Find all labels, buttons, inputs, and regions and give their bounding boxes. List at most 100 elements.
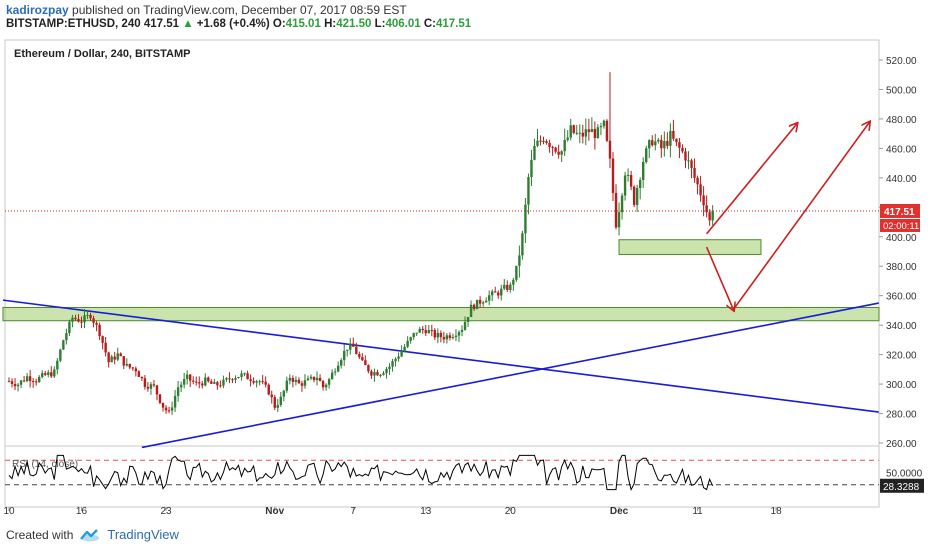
candle-body	[460, 330, 464, 332]
close-label: C:	[423, 18, 436, 30]
candle-body	[439, 332, 443, 338]
y-tick-label: 340.00	[886, 321, 917, 332]
candle-body	[95, 322, 98, 325]
candle-body	[98, 324, 101, 337]
candle-body	[327, 379, 331, 385]
y-tick-label: 360.00	[886, 292, 917, 303]
arrow-down	[705, 246, 734, 310]
candle-body	[672, 130, 675, 139]
candle-body	[433, 330, 437, 338]
candle-body	[279, 396, 282, 405]
candle-body	[494, 291, 497, 293]
candle-body	[113, 356, 116, 360]
candle-body	[297, 379, 301, 384]
candle-body	[472, 304, 476, 310]
candle-body	[195, 381, 198, 383]
candle-body	[539, 140, 542, 142]
high-label: H:	[324, 18, 337, 30]
candle-body	[569, 125, 572, 138]
candle-body	[500, 288, 503, 296]
candle-body	[234, 378, 237, 380]
candle-body	[210, 381, 213, 384]
tradingview-brand[interactable]: TradingView	[107, 527, 179, 542]
candle-body	[116, 353, 119, 360]
y-tick-label: 320.00	[886, 351, 917, 362]
candle-body	[16, 384, 20, 387]
y-tick-label: 480.00	[886, 115, 917, 126]
candle-body	[638, 180, 642, 189]
author-name[interactable]: kadirozpay	[6, 3, 69, 17]
candle-body	[146, 386, 150, 389]
candle-body	[324, 384, 328, 388]
x-tick-label: Nov	[265, 506, 284, 517]
candle-body	[457, 331, 461, 336]
change-up-icon: ▲	[182, 18, 194, 30]
publish-info: kadirozpay published on TradingView.com,…	[6, 3, 407, 17]
candle-body	[669, 130, 672, 146]
candle-body	[557, 151, 560, 155]
candle-body	[623, 175, 627, 196]
candle-body	[584, 129, 588, 137]
x-tick-label: 23	[160, 506, 172, 517]
candle-body	[560, 151, 563, 155]
candle-body	[463, 321, 467, 331]
x-tick-label: 16	[76, 506, 88, 517]
candle-body	[663, 140, 666, 149]
candle-body	[255, 381, 258, 383]
candle-body	[518, 255, 521, 266]
candle-body	[487, 295, 491, 301]
candle-body	[131, 367, 135, 369]
x-tick-label: 10	[3, 506, 15, 517]
candle-body	[240, 373, 243, 377]
candle-body	[379, 374, 382, 376]
candle-body	[566, 137, 569, 140]
candle-body	[110, 356, 113, 363]
candle-body	[536, 140, 539, 146]
candle-body	[62, 340, 65, 350]
candle-body	[608, 140, 612, 159]
last-price-box	[880, 203, 920, 218]
candle-body	[530, 159, 533, 178]
candle-body	[355, 346, 358, 355]
countdown-label: 02:00:11	[883, 221, 919, 232]
candle-body	[611, 158, 615, 193]
rsi-tick-label: 50.0000	[886, 469, 923, 480]
candle-body	[484, 300, 488, 303]
candle-body	[122, 356, 125, 366]
x-tick-label: 13	[420, 506, 432, 517]
candle-body	[22, 380, 26, 382]
candle-body	[249, 379, 252, 381]
candle-body	[222, 379, 225, 386]
candle-body	[152, 384, 156, 386]
candle-body	[261, 381, 264, 383]
candle-body	[696, 177, 699, 185]
candle-body	[343, 350, 346, 361]
publish-text: published on TradingView.com, December 0…	[72, 3, 407, 17]
candle-body	[336, 365, 340, 372]
candle-body	[330, 372, 334, 380]
y-tick-label: 520.00	[886, 56, 917, 67]
candle-body	[693, 167, 696, 178]
candle-body	[596, 127, 600, 139]
candle-body	[276, 404, 279, 408]
candle-body	[572, 125, 575, 133]
candle-body	[578, 132, 581, 134]
candle-body	[300, 383, 304, 386]
candle-body	[605, 120, 609, 141]
last-price-label: 417.51	[884, 207, 915, 218]
candle-body	[273, 397, 276, 408]
candle-body	[358, 354, 361, 358]
candle-body	[201, 383, 204, 386]
y-tick-label: 440.00	[886, 174, 917, 185]
candle-body	[155, 385, 159, 395]
candle-body	[533, 145, 536, 160]
descending-trendline	[2, 299, 879, 413]
candle-body	[448, 335, 452, 338]
candle-body	[542, 140, 545, 142]
candle-body	[10, 381, 14, 384]
candle-body	[119, 353, 122, 357]
candle-body	[207, 377, 210, 382]
candle-body	[28, 376, 32, 382]
candle-body	[681, 147, 684, 152]
